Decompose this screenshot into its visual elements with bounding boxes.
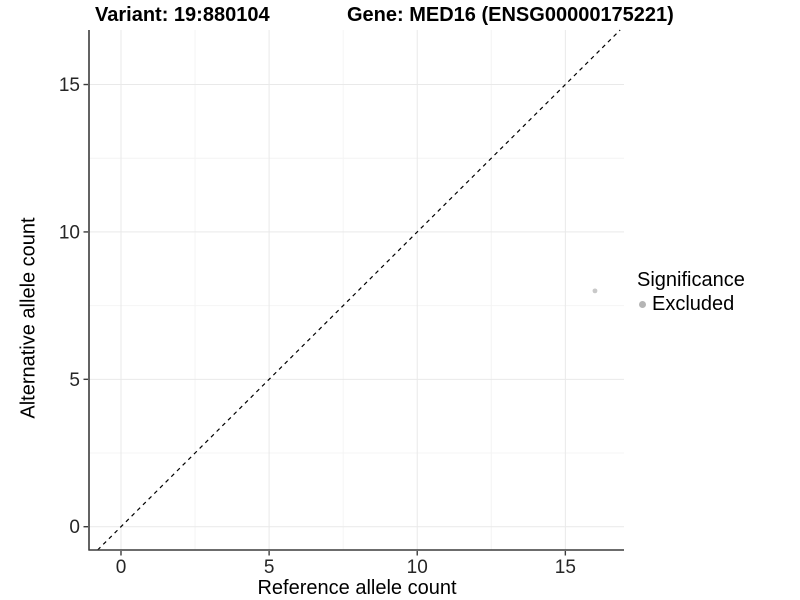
x-axis-label: Reference allele count — [257, 577, 457, 599]
y-tick-label: 15 — [59, 75, 80, 96]
y-tick-label: 0 — [69, 517, 80, 538]
legend: Significance Excluded — [637, 268, 745, 316]
legend-key-dot-icon — [639, 300, 646, 308]
plot-title-variant: Variant: 19:880104 — [95, 4, 270, 26]
x-tick-label: 5 — [264, 557, 275, 578]
y-tick-label: 10 — [59, 222, 80, 243]
plot-title-gene: Gene: MED16 (ENSG00000175221) — [347, 4, 674, 26]
legend-title: Significance — [637, 269, 745, 291]
y-axis-label: Alternative allele count — [17, 217, 40, 419]
x-tick-label: 10 — [407, 557, 428, 578]
data-point — [592, 288, 598, 294]
x-tick-label: 15 — [555, 557, 576, 578]
legend-item-excluded: Excluded — [637, 292, 745, 316]
x-tick-label: 0 — [116, 557, 127, 578]
legend-item-label: Excluded — [652, 293, 735, 315]
y-tick-label: 5 — [69, 370, 80, 391]
